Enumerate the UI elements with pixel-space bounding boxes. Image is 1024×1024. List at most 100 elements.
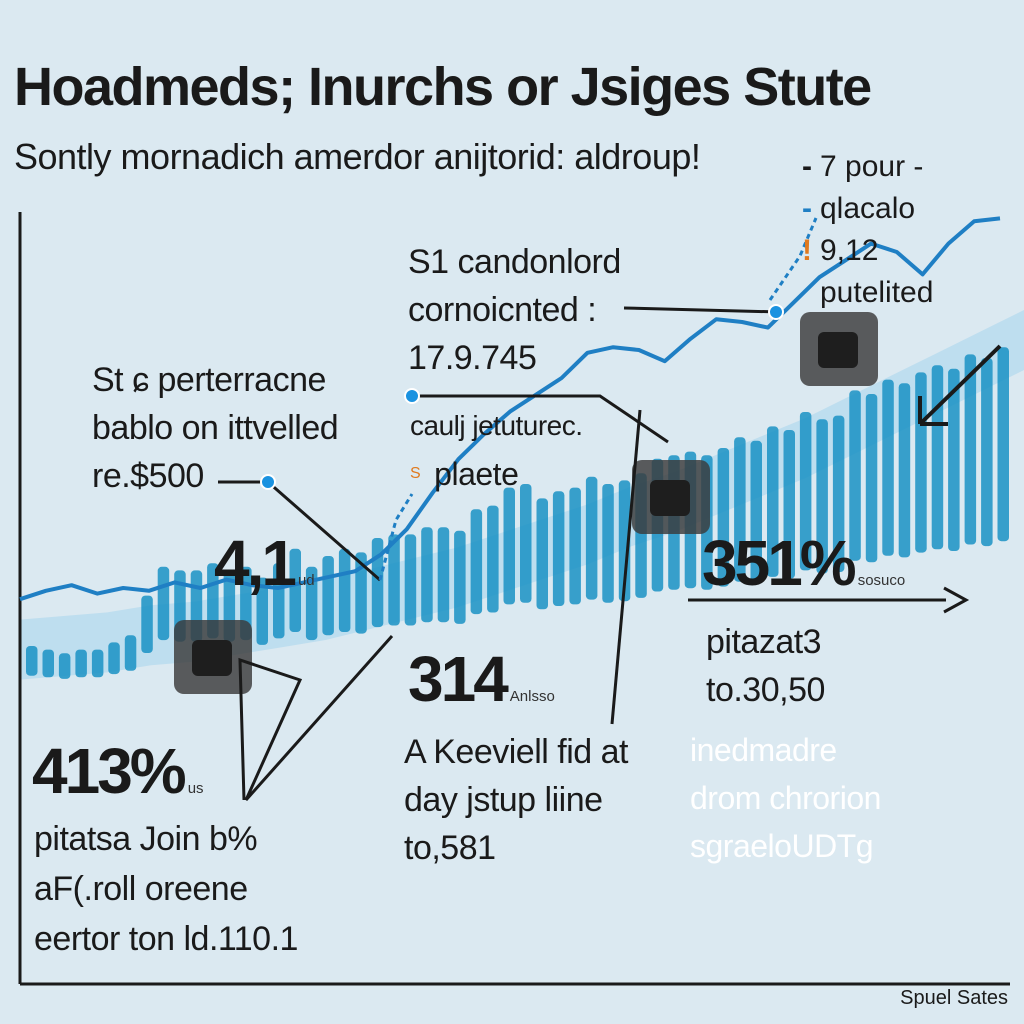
annotation-line: re.$500 <box>92 457 204 495</box>
annotation-a1: S1 candonlord cornoicnted : 17.9.745 <box>408 238 621 382</box>
bar <box>141 595 153 653</box>
value-suffix: Anlsso <box>509 688 555 705</box>
bar <box>569 487 581 605</box>
bar <box>454 530 466 624</box>
annotation-line: bablo on ittvelled <box>92 409 339 447</box>
callout-box-inner <box>818 332 858 368</box>
bar <box>355 552 367 634</box>
bar <box>964 354 977 545</box>
bar <box>388 534 400 626</box>
callout-box-inner <box>650 480 690 516</box>
bar <box>997 347 1009 542</box>
big-value: 413% <box>32 735 187 807</box>
bar <box>42 649 54 678</box>
bar <box>58 653 71 679</box>
annotation-a4: 4,1 ud <box>214 526 315 600</box>
bar <box>520 484 532 603</box>
callout-box-inner <box>192 640 232 676</box>
bar <box>865 394 878 563</box>
big-value: 4,1 <box>214 527 297 599</box>
legend-item: ! 9,12 <box>802 230 933 272</box>
annotation-line: pitazat3 <box>706 623 822 661</box>
legend-item: - qlacalo <box>802 188 933 230</box>
arrow-indicator <box>943 586 970 614</box>
bar <box>305 566 318 641</box>
bar <box>322 556 334 636</box>
leader-line <box>623 306 781 314</box>
bar <box>404 534 417 626</box>
annotation-a7: 314 Anlsso <box>408 642 555 716</box>
bar <box>849 390 861 561</box>
legend-label: putelited <box>820 276 934 309</box>
legend-marker: ! <box>802 234 812 267</box>
annotation-line: St ɕ perterracne <box>92 361 326 399</box>
point-marker <box>768 304 784 320</box>
legend-label: qlacalo <box>820 192 916 225</box>
annotation-line: pitatsa Join b% <box>34 820 258 858</box>
annotation-line: aF(.roll oreene <box>34 870 248 908</box>
trend-band <box>20 310 1024 680</box>
bar <box>108 642 120 675</box>
bar <box>898 383 911 558</box>
bar <box>503 487 515 605</box>
trend-band-area <box>20 310 1024 680</box>
chart-subtitle: Sontly mornadich amerdor anijtorid: aldr… <box>14 136 701 177</box>
legend-item: - 7 pour - <box>802 146 933 188</box>
bar <box>91 649 104 678</box>
bar <box>487 505 499 613</box>
bar <box>734 437 746 582</box>
dotted-connector <box>378 493 414 581</box>
annotation-a5: 351% sosuco <box>702 526 905 600</box>
annotation-a2: St ɕ perterracne bablo on ittvelled re.$… <box>92 356 339 500</box>
chart-title: Hoadmeds; Inurchs or Jsiges Stute <box>14 57 872 117</box>
bar <box>124 635 137 671</box>
annotation-line: sgraeloUDTg <box>690 828 874 864</box>
bar <box>26 646 38 676</box>
annotation-line: day jstup liine <box>404 781 603 819</box>
bar <box>717 448 730 587</box>
annotation-a11: inedmadre drom chrorion sgraeloUDTg <box>690 726 881 870</box>
bar <box>882 379 894 556</box>
value-suffix: us <box>187 780 204 797</box>
annotation-line: caulj jetuturec. <box>410 410 583 441</box>
legend-item: putelited <box>802 272 933 314</box>
annotation-line: to,581 <box>404 829 496 867</box>
bar <box>552 491 565 606</box>
bar <box>470 509 483 615</box>
leader-line <box>412 394 669 444</box>
annotation-a6: pitazat3 to.30,50 <box>706 618 825 714</box>
annotation-line: A Keeviell fid at <box>404 733 628 771</box>
bar <box>618 480 631 602</box>
point-marker <box>404 388 420 404</box>
callout-boxes <box>174 312 878 694</box>
annotation-line: drom chrorion <box>690 780 881 816</box>
bar <box>585 476 598 600</box>
annotation-line: plaete <box>434 456 519 492</box>
bar <box>437 527 450 623</box>
bar <box>256 577 268 645</box>
annotation-a3: caulj jetuturec. S plaete <box>410 402 583 498</box>
trend-line <box>19 216 1001 602</box>
annotation-a10: pitatsa Join b% aF(.roll oreene eertor t… <box>34 814 298 964</box>
bar <box>273 563 285 639</box>
value-suffix: sosuco <box>857 572 906 589</box>
big-value: 314 <box>408 643 509 715</box>
bar <box>750 440 762 584</box>
bar <box>157 566 170 641</box>
bar <box>799 412 812 571</box>
bar <box>948 368 960 551</box>
annotation-line: cornoicnted : <box>408 291 597 329</box>
annotation-a9: 413% us <box>32 734 204 808</box>
source-note: Spuel Sates <box>900 987 1008 1009</box>
annotation-line: S1 candonlord <box>408 243 621 281</box>
bar <box>602 484 614 603</box>
annotation-prefix: S <box>410 465 421 482</box>
bar <box>338 548 351 632</box>
legend-label: 7 pour - <box>820 150 924 183</box>
bar <box>767 426 779 577</box>
annotation-line: 17.9.745 <box>408 339 537 377</box>
arrow-indicator <box>918 344 1002 426</box>
big-value: 351% <box>702 527 857 599</box>
legend: - 7 pour - - qlacalo ! 9,12 putelited <box>802 146 933 314</box>
